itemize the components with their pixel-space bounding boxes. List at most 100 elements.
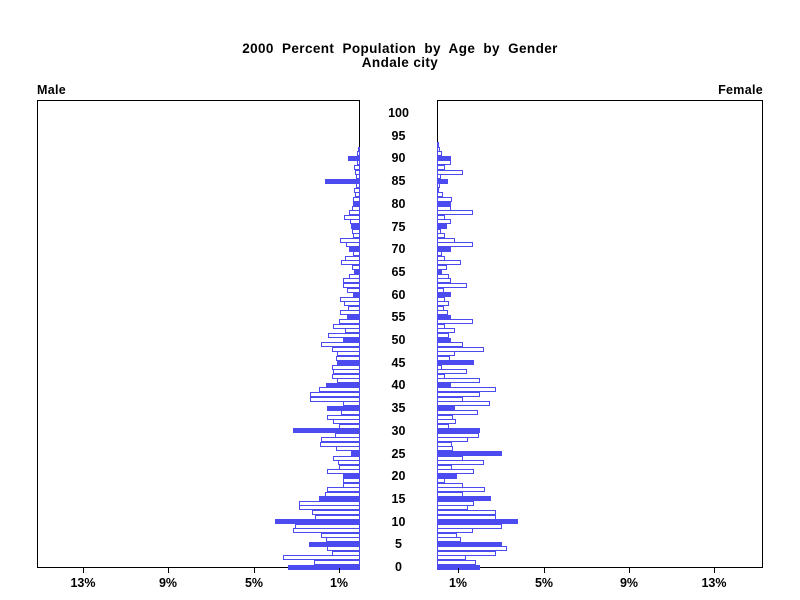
bar-female-age-50 xyxy=(437,338,451,343)
male-axis-label: Male xyxy=(37,83,66,97)
bar-female-age-34 xyxy=(437,410,478,415)
x-tick-label-male-5: 5% xyxy=(244,576,264,590)
x-tick-label-female-5: 5% xyxy=(534,576,554,590)
bar-female-age-9 xyxy=(437,524,502,529)
bar-male-age-27 xyxy=(320,442,360,447)
bar-male-age-77 xyxy=(344,215,360,220)
bar-male-age-57 xyxy=(348,306,360,311)
bar-male-age-61 xyxy=(347,288,360,293)
bar-female-age-27 xyxy=(437,442,452,447)
bar-male-age-62 xyxy=(343,283,360,288)
bar-female-age-54 xyxy=(437,319,473,324)
age-tick-50: 50 xyxy=(391,333,406,347)
bar-female-age-55 xyxy=(437,315,451,320)
bar-female-age-90 xyxy=(437,156,451,161)
bar-male-age-83 xyxy=(354,188,360,193)
bar-male-age-3 xyxy=(332,551,360,556)
bar-male-age-72 xyxy=(340,238,360,243)
bar-male-age-81 xyxy=(353,197,360,202)
bar-male-age-46 xyxy=(336,356,360,361)
bar-female-age-39 xyxy=(437,387,496,392)
age-tick-75: 75 xyxy=(391,220,406,234)
bar-male-age-22 xyxy=(339,465,360,470)
bar-female-age-68 xyxy=(437,256,445,261)
bar-female-age-81 xyxy=(437,197,452,202)
x-tick-label-male-9: 9% xyxy=(158,576,178,590)
bar-female-age-52 xyxy=(437,328,455,333)
bar-male-age-53 xyxy=(333,324,360,329)
bar-female-age-45 xyxy=(437,360,474,365)
age-tick-85: 85 xyxy=(391,174,406,188)
bar-female-age-43 xyxy=(437,369,467,374)
bar-male-age-68 xyxy=(345,256,360,261)
bar-female-age-51 xyxy=(437,333,449,338)
bar-female-age-61 xyxy=(437,288,444,293)
age-tick-15: 15 xyxy=(391,492,406,506)
bar-female-age-85 xyxy=(437,179,448,184)
bar-female-age-87 xyxy=(437,170,463,175)
bar-male-age-42 xyxy=(332,374,360,379)
bar-female-age-29 xyxy=(437,433,479,438)
bar-female-age-18 xyxy=(437,483,463,488)
bar-female-age-3 xyxy=(437,551,496,556)
bar-female-age-15 xyxy=(437,496,491,501)
bar-female-age-25 xyxy=(437,451,502,456)
age-tick-95: 95 xyxy=(391,129,406,143)
bar-female-age-42 xyxy=(437,374,445,379)
x-tick-female-1 xyxy=(458,568,459,573)
bar-female-age-5 xyxy=(437,542,502,547)
age-tick-100: 100 xyxy=(388,106,409,120)
bar-female-age-72 xyxy=(437,238,455,243)
bar-female-age-74 xyxy=(437,229,441,234)
bar-female-age-93 xyxy=(437,142,439,147)
bar-male-age-92 xyxy=(358,147,360,152)
x-tick-label-female-9: 9% xyxy=(619,576,639,590)
bar-female-age-21 xyxy=(437,469,474,474)
bar-female-age-41 xyxy=(437,378,480,383)
bar-female-age-82 xyxy=(437,192,443,197)
bar-female-age-53 xyxy=(437,324,445,329)
bar-male-age-18 xyxy=(343,483,360,488)
bar-male-age-79 xyxy=(352,206,360,211)
female-panel xyxy=(437,100,763,568)
bar-female-age-33 xyxy=(437,415,453,420)
age-tick-90: 90 xyxy=(391,151,406,165)
age-tick-10: 10 xyxy=(391,515,406,529)
bar-female-age-37 xyxy=(437,397,463,402)
age-tick-25: 25 xyxy=(391,447,406,461)
bar-male-age-48 xyxy=(332,347,360,352)
x-tick-female-13 xyxy=(714,568,715,573)
bar-female-age-40 xyxy=(437,383,451,388)
bar-female-age-92 xyxy=(437,147,440,152)
bar-male-age-11 xyxy=(315,515,360,520)
bar-male-age-5 xyxy=(309,542,360,547)
bar-female-age-44 xyxy=(437,365,442,370)
bar-male-age-30 xyxy=(293,428,360,433)
bar-female-age-31 xyxy=(437,424,449,429)
bar-female-age-66 xyxy=(437,265,447,270)
bar-female-age-20 xyxy=(437,474,457,479)
bar-female-age-11 xyxy=(437,515,496,520)
bar-female-age-36 xyxy=(437,401,490,406)
bar-male-age-90 xyxy=(348,156,360,161)
bar-female-age-75 xyxy=(437,224,447,229)
bar-male-age-24 xyxy=(333,456,360,461)
bar-female-age-78 xyxy=(437,210,473,215)
bar-female-age-30 xyxy=(437,428,480,433)
x-tick-male-9 xyxy=(168,568,169,573)
x-tick-label-female-13: 13% xyxy=(701,576,727,590)
age-tick-20: 20 xyxy=(391,469,406,483)
bar-female-age-12 xyxy=(437,510,496,515)
chart-title: 2000 Percent Population by Age by Gender xyxy=(242,41,558,56)
bar-female-age-1 xyxy=(437,560,476,565)
bar-female-age-59 xyxy=(437,297,445,302)
bar-male-age-66 xyxy=(352,265,360,270)
age-tick-0: 0 xyxy=(395,560,402,574)
age-tick-65: 65 xyxy=(391,265,406,279)
bar-male-age-31 xyxy=(339,424,360,429)
bar-female-age-88 xyxy=(437,165,445,170)
age-tick-5: 5 xyxy=(395,537,402,551)
chart-subtitle: Andale city xyxy=(361,55,439,70)
x-tick-female-5 xyxy=(544,568,545,573)
